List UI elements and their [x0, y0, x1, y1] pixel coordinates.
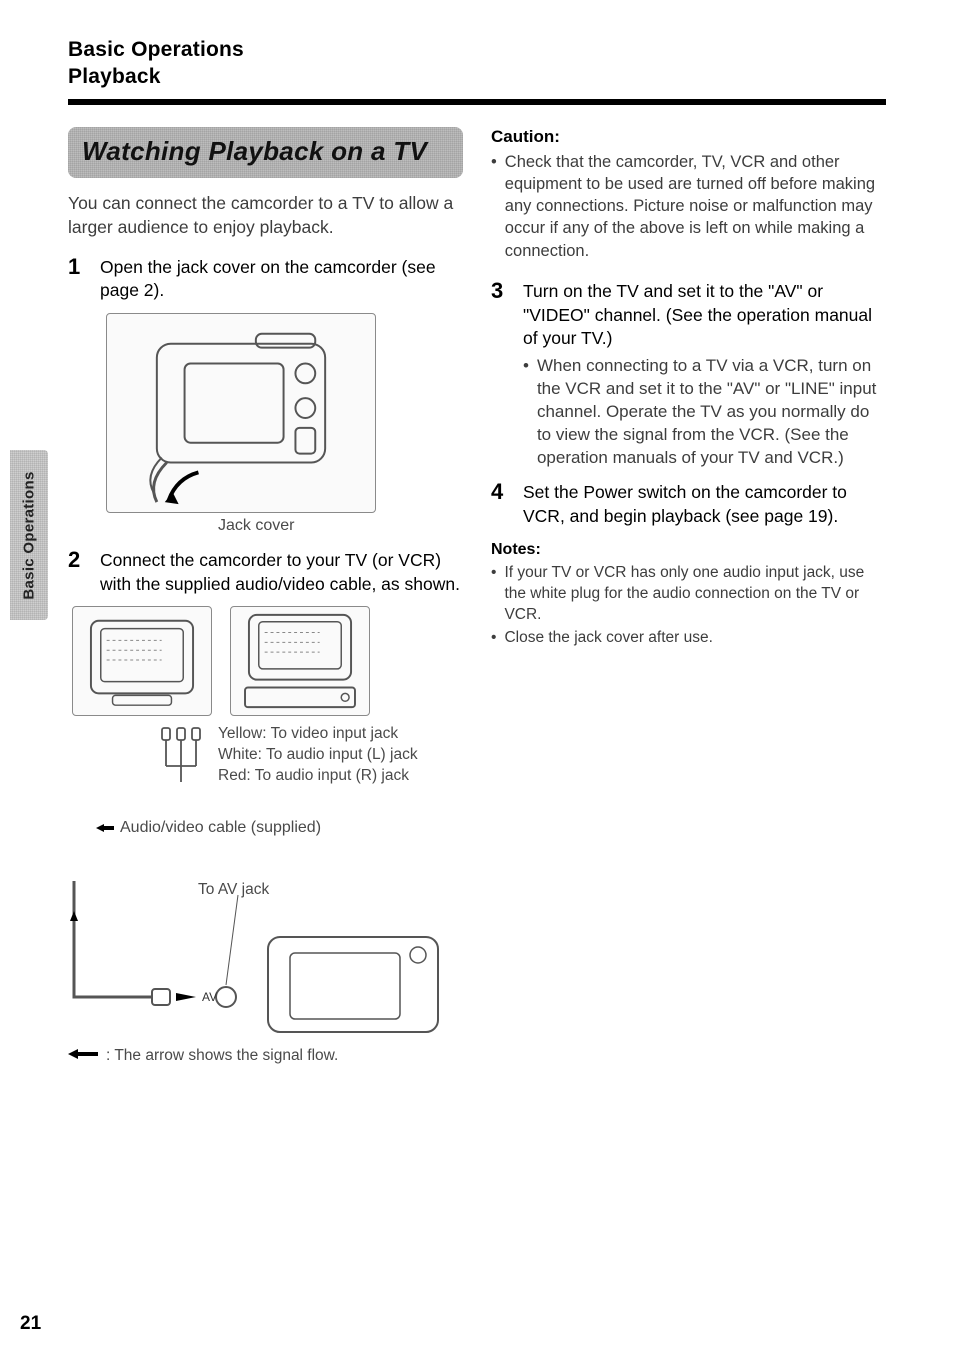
- plug-label-yellow: Yellow: To video input jack: [218, 724, 418, 745]
- page: Basic Operations Playback Watching Playb…: [0, 0, 954, 1065]
- header-rule: [68, 99, 886, 105]
- cable-label-row: Audio/video cable (supplied): [96, 819, 463, 837]
- step-1: 1 Open the jack cover on the camcorder (…: [68, 256, 463, 303]
- step-4-number: 4: [491, 481, 509, 503]
- step-3-body: Turn on the TV and set it to the "AV" or…: [523, 280, 886, 470]
- bullet-dot: •: [523, 355, 529, 470]
- header-line-1: Basic Operations: [68, 36, 886, 63]
- note-2: • Close the jack cover after use.: [491, 628, 886, 649]
- step-2-text: Connect the camcorder to your TV (or VCR…: [100, 549, 463, 596]
- section-title-box: Watching Playback on a TV: [68, 127, 463, 179]
- page-number: 21: [20, 1313, 41, 1335]
- page-header: Basic Operations Playback: [68, 36, 886, 91]
- caution-bullet: • Check that the camcorder, TV, VCR and …: [491, 151, 886, 262]
- jack-cover-label: Jack cover: [218, 517, 463, 535]
- section-title: Watching Playback on a TV: [82, 137, 449, 167]
- right-column: Caution: • Check that the camcorder, TV,…: [491, 127, 886, 1066]
- figure-av-jack: To AV jack AV: [68, 877, 463, 1037]
- cable-arrow-icon: [96, 823, 114, 833]
- step-3-sub-text: When connecting to a TV via a VCR, turn …: [537, 355, 886, 470]
- notes-heading: Notes:: [491, 541, 886, 559]
- figure-camcorder: [106, 313, 376, 513]
- step-2-number: 2: [68, 549, 86, 571]
- caution-heading: Caution:: [491, 127, 886, 147]
- signal-flow-text: : The arrow shows the signal flow.: [106, 1047, 338, 1065]
- note-1-text: If your TV or VCR has only one audio inp…: [504, 563, 886, 626]
- signal-flow-row: : The arrow shows the signal flow.: [68, 1047, 463, 1065]
- step-3: 3 Turn on the TV and set it to the "AV" …: [491, 280, 886, 470]
- plugs-icon: [158, 724, 204, 789]
- figure-tv-vcr: [230, 606, 370, 716]
- figure-tv: [72, 606, 212, 716]
- plug-label-red: Red: To audio input (R) jack: [218, 766, 418, 787]
- bullet-dot: •: [491, 563, 496, 626]
- cable-label: Audio/video cable (supplied): [120, 819, 321, 837]
- plug-row: Yellow: To video input jack White: To au…: [158, 724, 463, 789]
- bullet-dot: •: [491, 151, 497, 262]
- step-1-number: 1: [68, 256, 86, 278]
- plug-label-white: White: To audio input (L) jack: [218, 745, 418, 766]
- header-line-2: Playback: [68, 63, 886, 90]
- bullet-dot: •: [491, 628, 496, 649]
- step-2: 2 Connect the camcorder to your TV (or V…: [68, 549, 463, 596]
- figure-tv-row: [72, 606, 463, 716]
- note-2-text: Close the jack cover after use.: [504, 628, 713, 649]
- plug-labels: Yellow: To video input jack White: To au…: [218, 724, 418, 787]
- step-3-number: 3: [491, 280, 509, 302]
- columns: Watching Playback on a TV You can connec…: [68, 127, 886, 1066]
- intro-text: You can connect the camcorder to a TV to…: [68, 192, 463, 239]
- step-3-sub: • When connecting to a TV via a VCR, tur…: [523, 355, 886, 470]
- note-1: • If your TV or VCR has only one audio i…: [491, 563, 886, 626]
- left-column: Watching Playback on a TV You can connec…: [68, 127, 463, 1066]
- signal-arrow-icon: [68, 1047, 98, 1065]
- step-4-text: Set the Power switch on the camcorder to…: [523, 481, 886, 528]
- step-4: 4 Set the Power switch on the camcorder …: [491, 481, 886, 528]
- svg-text:AV: AV: [202, 990, 217, 1004]
- step-3-text: Turn on the TV and set it to the "AV" or…: [523, 281, 872, 348]
- caution-text: Check that the camcorder, TV, VCR and ot…: [505, 151, 886, 262]
- step-1-text: Open the jack cover on the camcorder (se…: [100, 256, 463, 303]
